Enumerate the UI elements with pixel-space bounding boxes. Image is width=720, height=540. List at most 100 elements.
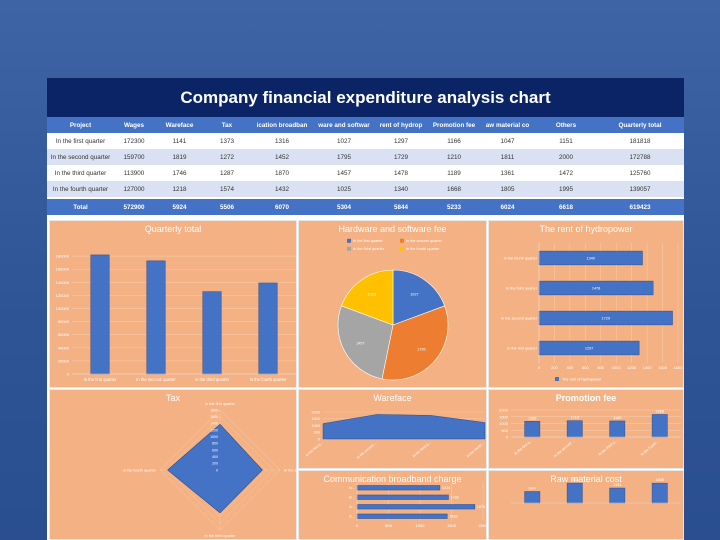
bar (651, 414, 668, 438)
y-tick-label: In the third quarter (506, 286, 538, 290)
data-label: 1478 (592, 286, 600, 290)
table-header-cell: Others (536, 117, 596, 133)
hardware-software-chart: In the first quarter In the second quarte… (337, 238, 449, 381)
table-header-cell: Wareface (154, 117, 205, 133)
y-tick-label: In... (349, 515, 355, 519)
table-total-cell: 5924 (154, 197, 205, 215)
data-label: 1729 (602, 316, 610, 320)
table-cell: 1316 (249, 133, 315, 149)
data-label: 1795 (417, 348, 425, 352)
data-label: 1297 (585, 346, 593, 350)
data-label: 1189 (613, 416, 621, 420)
bar (356, 494, 449, 500)
table-header-cell: Promotion fee (429, 117, 479, 133)
bar (651, 482, 668, 504)
chart-title-hydropower: The rent of hydropower (539, 224, 633, 234)
table-total-cell: 5506 (205, 197, 249, 215)
chart-title-tax: Tax (165, 393, 180, 403)
quarterly-total-chart: 0 20000 40000 60000 80000 100000 120000 140000 1… (56, 254, 296, 382)
radial-tick-label: 600 (212, 448, 218, 452)
raw-material-chart: 1047 1811 1361 1805 (511, 478, 681, 504)
legend-label: The rent of hydropower (562, 378, 602, 382)
x-tick-label: In the fourth ... (466, 441, 486, 459)
x-tick-label: In the fourth quarter (250, 377, 287, 382)
bar (356, 504, 476, 510)
table-header-cell: Quarterly total (596, 117, 684, 133)
y-tick-label: 0 (318, 437, 320, 441)
table-cell: 1340 (373, 181, 429, 198)
table-cell: 1668 (429, 181, 479, 198)
table-cell: 1361 (479, 165, 536, 181)
x-tick-label: In the third quarter (195, 377, 230, 382)
x-tick-label: 500 (385, 523, 392, 528)
legend-label: In the fourth quarter (406, 247, 440, 251)
data-label: 1432 (449, 515, 457, 519)
y-tick-label: 100000 (56, 306, 70, 311)
y-tick-label: In the second quarter (501, 316, 538, 320)
chart-title-broadband: Communication broadband charge (323, 474, 462, 484)
chart-title-raw-material: Raw material cost (550, 474, 622, 484)
table-cell: 1151 (536, 133, 596, 149)
table-total-row: Total 572900 5924 5506 6070 5304 5844 5233 6024 6… (47, 197, 684, 215)
bar (90, 254, 110, 375)
y-tick-label: 140000 (56, 280, 70, 285)
bar (356, 513, 448, 519)
table-cell: 1373 (205, 133, 249, 149)
area-series (322, 414, 486, 440)
table-header-cell: Tax (205, 117, 249, 133)
table-header-cell: Wages (114, 117, 154, 133)
table-total-cell: 5844 (373, 197, 429, 215)
tax-chart: 0 200 400 600 800 1000 1200 1400 1600 1800 In the … (123, 402, 296, 538)
radial-tick-label: 1400 (210, 422, 218, 426)
axis-category-label: In the first quarter (205, 402, 235, 406)
panel-hydropower: The rent of hydropower 0 200 400 600 800 1000… (488, 220, 684, 388)
legend-swatch (400, 238, 404, 243)
chart-title-promotion: Promotion fee (555, 393, 617, 403)
broadband-chart: 0 500 1000 1500 2000 In... 1316 In... 1452 In... 1… (349, 483, 486, 528)
pie-slice (392, 269, 445, 326)
table-cell: 1166 (429, 133, 479, 149)
y-tick-label: In the first quarter (507, 346, 537, 350)
radial-tick-label: 400 (212, 455, 218, 459)
x-tick-label: 1200 (627, 365, 637, 370)
table-cell: 181818 (596, 133, 684, 149)
table-row: In the fourth quarter 127000 1218 1574 1432 1… (47, 181, 684, 198)
page-title: Company financial expenditure analysis c… (47, 78, 684, 117)
table-cell: 1210 (429, 149, 479, 165)
table-cell: 1472 (536, 165, 596, 181)
table-cell: 1478 (373, 165, 429, 181)
y-tick-label: In... (349, 496, 355, 500)
table-cell: 1297 (373, 133, 429, 149)
chart-title-wareface: Wareface (373, 393, 412, 403)
table-header-cell: Project (47, 117, 114, 133)
x-tick-label: In the third q... (412, 441, 432, 458)
table-row: In the third quarter 113900 1746 1287 1870 14… (47, 165, 684, 181)
table-total-cell: 6024 (479, 197, 536, 215)
y-tick-label: 500 (501, 428, 508, 433)
table-header-cell: ication broadban (249, 117, 315, 133)
data-label: 1027 (410, 293, 418, 297)
y-tick-label: 80000 (58, 319, 70, 324)
table-cell: In the second quarter (47, 149, 114, 165)
panel-wareface: Wareface 0 500 1000 1500 2000 In the first q.… (298, 389, 487, 469)
y-tick-label: 1500 (499, 414, 509, 419)
axis-category-label: In the third quarter (204, 534, 236, 538)
table-cell: 1189 (429, 165, 479, 181)
data-label: 1668 (656, 409, 664, 413)
table-cell: 127000 (114, 181, 154, 198)
table-cell: 1805 (479, 181, 536, 198)
legend-swatch (347, 246, 351, 251)
data-label: 1452 (450, 496, 458, 500)
radial-tick-label: 1200 (210, 428, 218, 432)
y-tick-label: In... (349, 486, 355, 490)
dashboard-sheet: Company financial expenditure analysis c… (47, 78, 684, 540)
x-tick-label: In the first q... (514, 439, 533, 456)
bar (356, 485, 441, 491)
x-tick-label: 1600 (658, 365, 668, 370)
table-cell: 1272 (205, 149, 249, 165)
y-tick-label: 0 (506, 435, 509, 440)
bar (202, 291, 222, 375)
bar (609, 487, 626, 504)
data-label: 1457 (356, 342, 364, 346)
